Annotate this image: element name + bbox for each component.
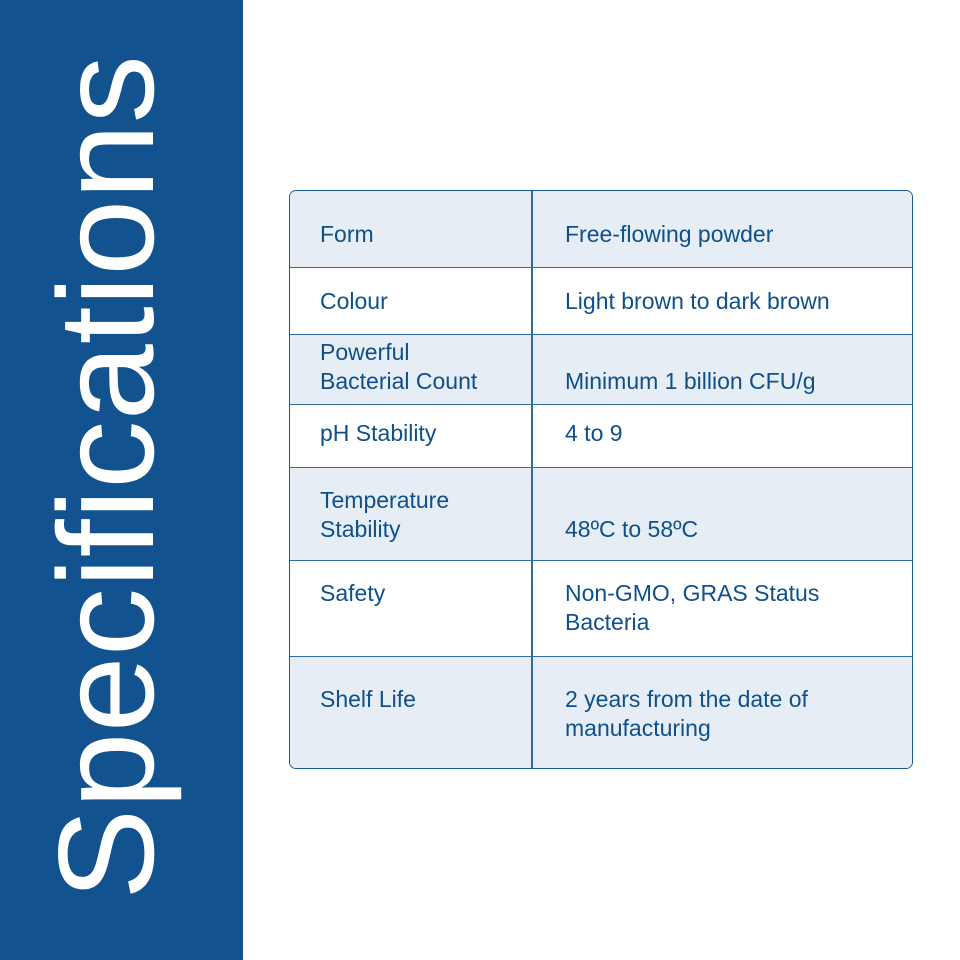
specifications-table: Form Free-flowing powder Colour Light br… — [289, 190, 913, 769]
spec-label: Form — [320, 221, 374, 247]
spec-label: Safety — [320, 580, 386, 606]
table-row: Temperature Stability 48ºC to 58ºC — [290, 467, 912, 560]
table-row: Powerful Bacterial Count Minimum 1 billi… — [290, 334, 912, 404]
table-row: Form Free-flowing powder — [290, 191, 912, 267]
spec-label: Powerful Bacterial Count — [320, 339, 478, 394]
spec-value: Non-GMO, GRAS Status Bacteria — [565, 580, 820, 635]
spec-label: pH Stability — [320, 420, 437, 446]
spec-value: Light brown to dark brown — [565, 288, 830, 314]
sidebar-banner: Specifications — [0, 0, 243, 960]
table-row: Colour Light brown to dark brown — [290, 267, 912, 334]
sidebar-title-svg: Specifications — [30, 55, 182, 900]
table-row: Shelf Life 2 years from the date of manu… — [290, 656, 912, 768]
spec-label: Temperature Stability — [320, 487, 450, 542]
spec-value: Minimum 1 billion CFU/g — [565, 368, 816, 394]
spec-label: Shelf Life — [320, 686, 416, 712]
spec-value: 2 years from the date of manufacturing — [565, 686, 808, 741]
spec-value: 4 to 9 — [565, 420, 623, 446]
spec-value: Free-flowing powder — [565, 221, 774, 247]
table-row: pH Stability 4 to 9 — [290, 404, 912, 467]
table-row: Safety Non-GMO, GRAS Status Bacteria — [290, 560, 912, 656]
spec-value: 48ºC to 58ºC — [565, 516, 699, 542]
column-divider — [531, 191, 533, 768]
spec-label: Colour — [320, 288, 388, 314]
sidebar-title: Specifications — [30, 55, 182, 900]
